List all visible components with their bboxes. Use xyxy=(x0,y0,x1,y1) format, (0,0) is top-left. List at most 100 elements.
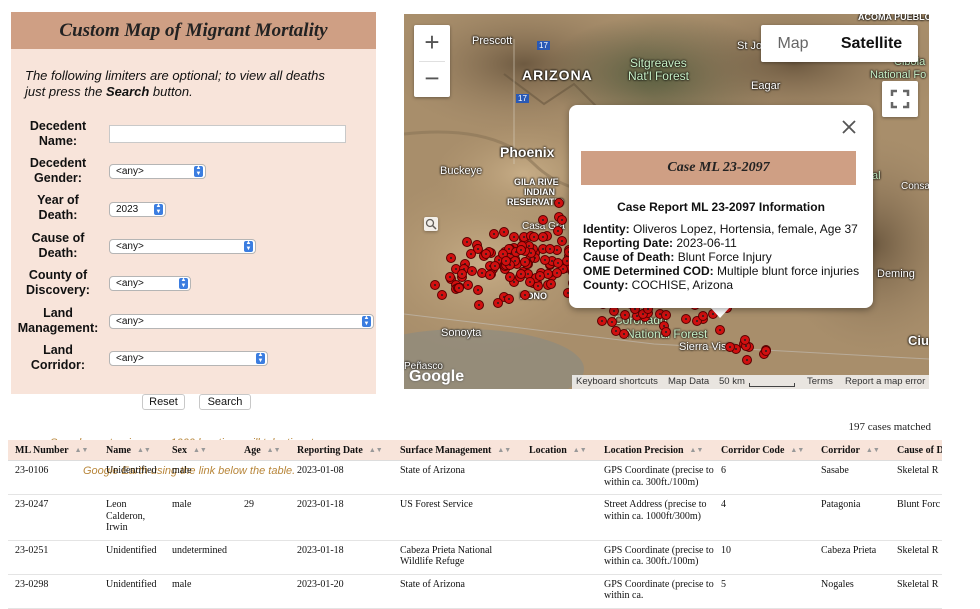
death-marker[interactable] xyxy=(557,214,568,225)
death-marker[interactable] xyxy=(534,270,545,281)
death-marker[interactable] xyxy=(430,279,441,290)
column-header[interactable]: Cause of D xyxy=(890,440,942,461)
death-marker[interactable] xyxy=(544,243,555,254)
death-marker[interactable] xyxy=(461,236,472,247)
death-marker[interactable] xyxy=(606,317,617,328)
death-marker[interactable] xyxy=(554,198,565,209)
selected-death-marker[interactable] xyxy=(715,325,725,335)
reset-button[interactable]: Reset xyxy=(142,394,185,410)
death-marker[interactable] xyxy=(503,293,514,304)
column-header[interactable]: Corridor ▲▼ xyxy=(814,440,890,461)
death-marker[interactable] xyxy=(661,327,672,338)
map-type-map-button[interactable]: Map xyxy=(777,35,809,52)
death-marker[interactable] xyxy=(489,228,500,239)
death-marker[interactable] xyxy=(466,265,477,276)
sort-icon[interactable]: ▲▼ xyxy=(689,446,704,455)
death-marker[interactable] xyxy=(740,334,751,345)
death-marker[interactable] xyxy=(529,232,540,243)
zoom-out-button[interactable]: − xyxy=(424,63,440,93)
sort-icon[interactable]: ▲▼ xyxy=(137,446,151,455)
death-marker[interactable] xyxy=(500,256,511,267)
death-marker[interactable] xyxy=(537,214,548,225)
death-marker[interactable] xyxy=(493,298,504,309)
death-marker[interactable] xyxy=(538,231,549,242)
sort-icon[interactable]: ▲▼ xyxy=(193,446,207,455)
death-marker[interactable] xyxy=(524,276,535,287)
street-view-button[interactable] xyxy=(424,217,438,231)
sort-icon[interactable]: ▲▼ xyxy=(74,446,89,455)
sort-icon[interactable]: ▲▼ xyxy=(368,446,383,455)
map-data-link[interactable]: Map Data xyxy=(668,376,710,387)
death-marker[interactable] xyxy=(516,269,527,280)
report-map-error-link[interactable]: Report a map error xyxy=(845,376,926,387)
death-marker[interactable] xyxy=(539,254,550,265)
table-row[interactable]: 23-0298 Unidentified male 2023-01-20 State o… xyxy=(8,574,942,609)
death-marker[interactable] xyxy=(551,268,562,279)
close-icon[interactable] xyxy=(841,119,857,135)
column-header[interactable]: Location ▲▼ xyxy=(522,440,597,461)
death-marker[interactable] xyxy=(474,299,485,310)
death-marker[interactable] xyxy=(557,235,568,246)
column-header[interactable]: Surface Management ▲▼ xyxy=(393,440,522,461)
sort-icon[interactable]: ▲▼ xyxy=(865,446,880,455)
death-marker[interactable] xyxy=(454,282,465,293)
death-marker[interactable] xyxy=(545,279,556,290)
sort-icon[interactable]: ▲▼ xyxy=(266,446,281,455)
death-marker[interactable] xyxy=(520,256,531,267)
death-marker[interactable] xyxy=(760,346,771,357)
table-row[interactable]: 23-0251 Unidentified undetermined 2023-01-1… xyxy=(8,540,942,575)
death-marker[interactable] xyxy=(552,225,563,236)
death-marker[interactable] xyxy=(691,316,702,327)
column-header[interactable]: Corridor Code ▲▼ xyxy=(714,440,814,461)
death-marker[interactable] xyxy=(509,231,520,242)
county-select[interactable]: <any> ▲ ▼ xyxy=(109,276,191,291)
death-marker[interactable] xyxy=(597,316,608,327)
land-management-select[interactable]: <any> ▲ ▼ xyxy=(109,314,374,329)
death-marker[interactable] xyxy=(619,329,630,340)
death-marker[interactable] xyxy=(480,249,491,260)
death-marker[interactable] xyxy=(446,252,456,263)
table-row[interactable]: 23-0106 Unidentified male 2023-01-08 State o… xyxy=(8,460,942,495)
zoom-in-button[interactable]: + xyxy=(424,27,440,57)
sort-icon[interactable]: ▲▼ xyxy=(790,446,805,455)
sort-icon[interactable]: ▲▼ xyxy=(497,446,512,455)
death-marker[interactable] xyxy=(697,310,708,321)
death-marker[interactable] xyxy=(520,290,531,300)
death-marker[interactable] xyxy=(725,341,736,352)
sort-icon[interactable]: ▲▼ xyxy=(572,446,587,455)
decedent-name-input[interactable] xyxy=(109,125,346,143)
death-marker[interactable] xyxy=(456,269,467,280)
death-marker[interactable] xyxy=(437,289,448,300)
magnifier-icon xyxy=(425,218,437,230)
column-header[interactable]: Name ▲▼ xyxy=(99,440,165,461)
terms-link[interactable]: Terms xyxy=(807,376,833,387)
map-type-satellite-button[interactable]: Satellite xyxy=(840,35,903,52)
land-corridor-select[interactable]: <any> ▲ ▼ xyxy=(109,351,268,366)
column-header[interactable]: Age ▲▼ xyxy=(237,440,290,461)
death-marker[interactable] xyxy=(515,245,526,256)
death-marker[interactable] xyxy=(472,285,483,296)
table-row[interactable]: 23-0247 Leon Calderon, Irwin male 29 2023-01… xyxy=(8,494,942,541)
column-header[interactable]: ML Number ▲▼ xyxy=(8,440,99,461)
death-marker[interactable] xyxy=(660,310,671,321)
death-marker[interactable] xyxy=(504,272,515,283)
search-button[interactable]: Search xyxy=(199,394,251,410)
death-marker[interactable] xyxy=(485,269,496,280)
death-marker[interactable] xyxy=(472,243,483,254)
death-marker[interactable] xyxy=(552,257,563,268)
cause-of-death-select[interactable]: <any> ▲ ▼ xyxy=(109,239,256,254)
death-marker[interactable] xyxy=(637,309,648,320)
column-header[interactable]: Location Precision ▲▼ xyxy=(597,440,714,461)
keyboard-shortcuts-link[interactable]: Keyboard shortcuts xyxy=(576,376,658,387)
year-of-death-select[interactable]: 2023 ▲ ▼ xyxy=(109,202,166,217)
fullscreen-button[interactable] xyxy=(882,81,918,117)
death-marker[interactable] xyxy=(445,272,456,283)
decedent-gender-select[interactable]: <any> ▲ ▼ xyxy=(109,164,206,179)
death-marker[interactable] xyxy=(498,226,509,237)
death-marker[interactable] xyxy=(620,310,631,321)
death-marker[interactable] xyxy=(466,249,477,260)
column-header[interactable]: Reporting Date ▲▼ xyxy=(290,440,393,461)
death-marker[interactable] xyxy=(681,313,692,324)
column-header[interactable]: Sex ▲▼ xyxy=(165,440,237,461)
death-marker[interactable] xyxy=(741,355,752,366)
